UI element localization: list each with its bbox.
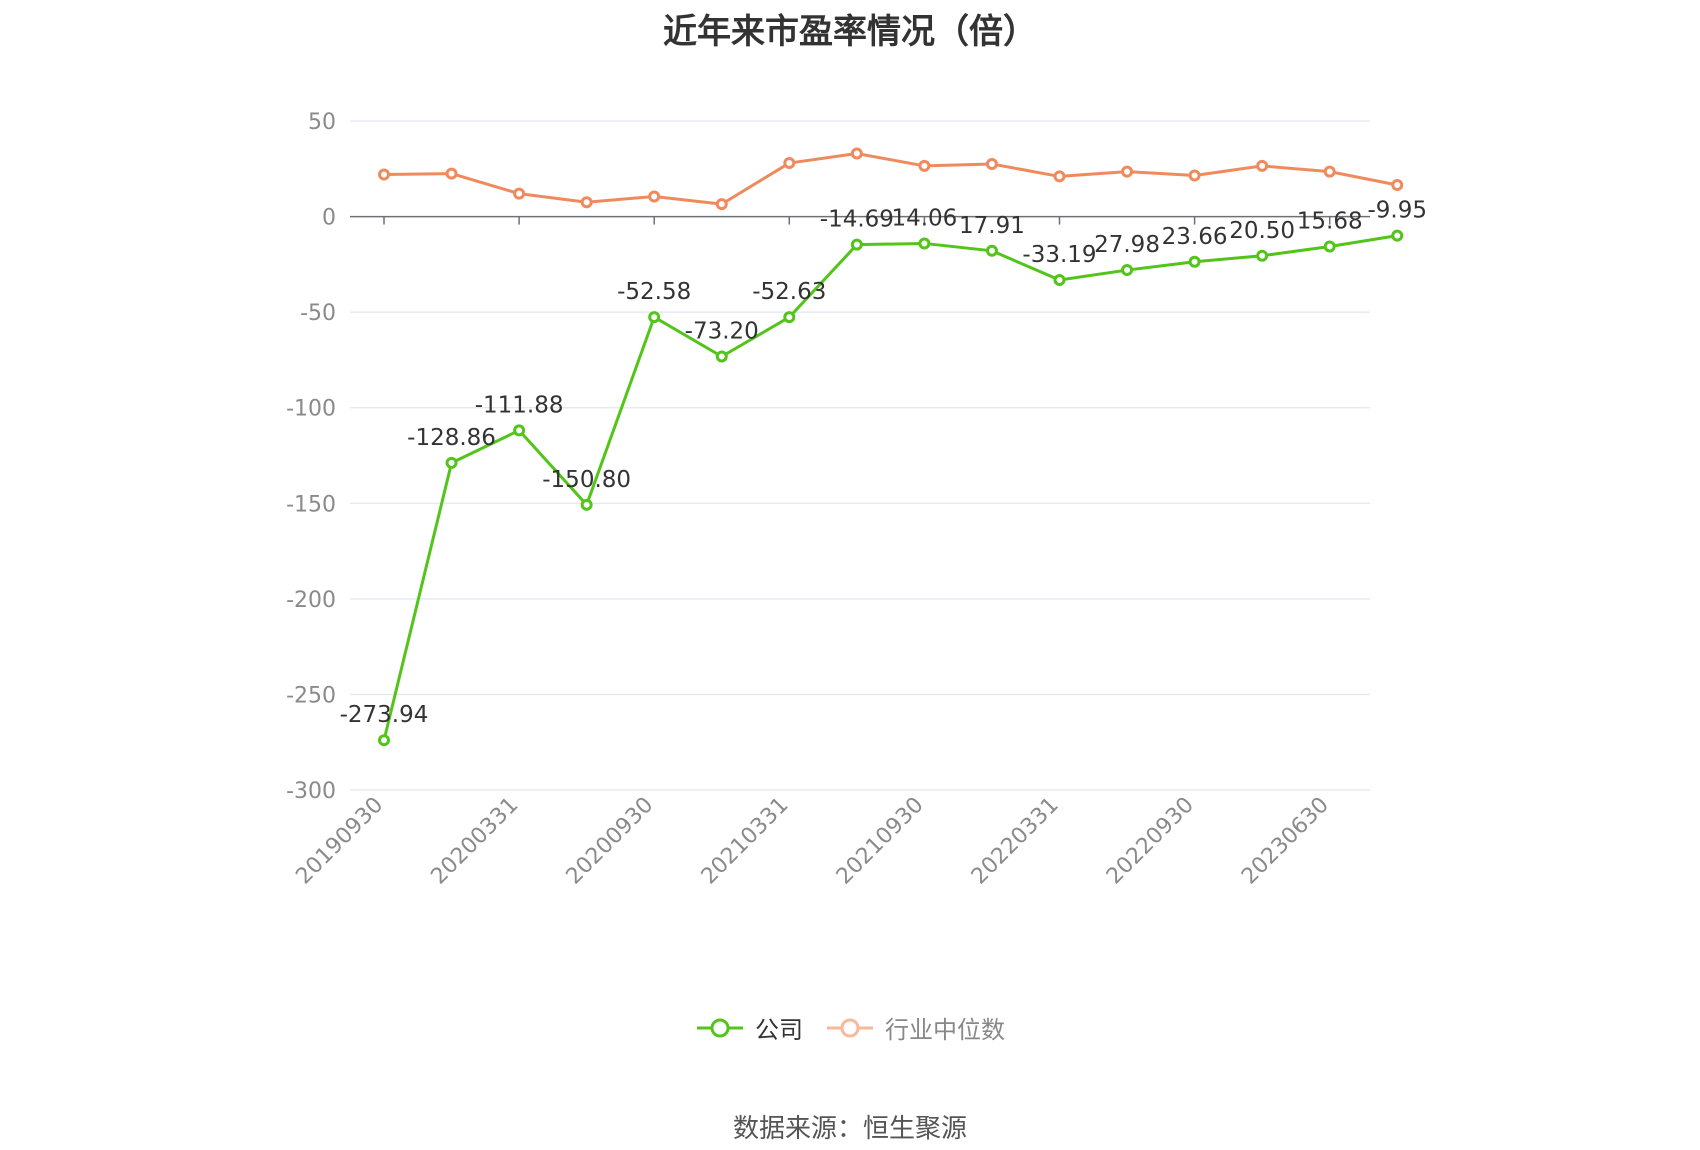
- x-tick-label: 20220331: [967, 793, 1064, 890]
- data-point-company: [715, 350, 728, 363]
- data-label: -52.58: [617, 279, 691, 305]
- data-point-industry: [1391, 179, 1404, 192]
- data-label: -128.86: [407, 425, 496, 451]
- y-tick-label: -300: [286, 779, 336, 804]
- data-point-industry: [1053, 170, 1066, 183]
- data-source-note: 数据来源：恒生聚源: [732, 1114, 967, 1144]
- data-label: -9.95: [1367, 198, 1427, 224]
- data-label: -150.80: [542, 467, 631, 493]
- x-tick-label: 20200930: [562, 793, 659, 890]
- data-label: 27.98: [1094, 232, 1160, 258]
- series-line-industry: [383, 151, 1398, 206]
- data-point-industry: [1256, 159, 1269, 172]
- series-line-company: [382, 234, 1398, 741]
- data-point-industry: [918, 159, 931, 172]
- data-point-company: [378, 734, 390, 747]
- legend-label-company: 公司: [755, 1016, 803, 1044]
- data-point-industry: [850, 147, 863, 160]
- x-tick-label: 20220930: [1102, 793, 1199, 890]
- data-point-industry: [1121, 165, 1134, 178]
- x-tick-label: 20210930: [832, 793, 929, 890]
- data-label: -33.19: [1022, 242, 1096, 268]
- x-tick-label: 20190930: [291, 793, 388, 890]
- data-point-company: [1188, 255, 1201, 268]
- data-point-industry: [783, 157, 796, 170]
- data-point-company: [445, 456, 458, 469]
- y-tick-label: -150: [286, 492, 336, 517]
- data-point-industry: [445, 167, 458, 180]
- data-point-company: [850, 238, 863, 251]
- legend-label-industry: 行业中位数: [885, 1016, 1005, 1044]
- series-layer: [378, 147, 1404, 747]
- data-point-industry: [513, 187, 526, 200]
- data-label: 23.66: [1162, 224, 1228, 250]
- y-tick-label: 0: [322, 206, 336, 231]
- data-label: -111.88: [475, 392, 564, 418]
- legend-item-company[interactable]: 公司: [695, 1010, 803, 1045]
- x-tick-label: 20230630: [1237, 793, 1334, 890]
- data-point-company: [1391, 229, 1404, 242]
- grid-layer: [350, 120, 1370, 791]
- data-point-company: [918, 237, 931, 250]
- x-tick-label: 20210331: [697, 793, 794, 890]
- y-tick-label: -200: [286, 588, 336, 613]
- data-point-industry: [1323, 165, 1336, 178]
- data-point-industry: [378, 168, 390, 181]
- data-label: 14.06: [891, 205, 957, 231]
- data-point-company: [985, 244, 998, 257]
- data-point-company: [513, 424, 526, 437]
- data-point-company: [580, 498, 593, 511]
- data-point-company: [1121, 264, 1134, 277]
- data-point-company: [783, 311, 796, 324]
- data-point-company: [1256, 249, 1269, 262]
- chart-title: 近年来市盈率情况（倍）: [663, 12, 1037, 52]
- data-point-industry: [648, 190, 661, 203]
- legend-item-industry[interactable]: 行业中位数: [825, 1010, 1005, 1045]
- y-tick-label: -250: [286, 683, 336, 708]
- legend-line-circle-icon: [697, 1018, 743, 1037]
- data-label: 20.50: [1229, 218, 1295, 244]
- y-tick-label: -50: [300, 301, 336, 326]
- data-label: 15.68: [1297, 209, 1363, 235]
- x-tick-label: 20200331: [426, 793, 523, 890]
- legend-line-circle-icon: [827, 1018, 873, 1037]
- data-label: 17.91: [959, 213, 1025, 239]
- data-point-company: [1323, 240, 1336, 253]
- legend: 公司 行业中位数: [0, 1010, 1700, 1045]
- data-label: -73.20: [685, 318, 759, 344]
- data-point-company: [648, 311, 661, 324]
- data-label: -14.69: [820, 207, 894, 233]
- data-point-industry: [1188, 169, 1201, 182]
- data-label: -273.94: [340, 702, 429, 728]
- data-point-company: [1053, 274, 1066, 287]
- data-label-layer: -273.94 -128.86 -111.88 -150.80 -52.58 -73.20…: [340, 198, 1427, 729]
- y-tick-label: -100: [286, 397, 336, 422]
- data-label: -52.63: [752, 279, 826, 305]
- data-point-industry: [985, 158, 998, 171]
- data-point-industry: [580, 196, 593, 209]
- data-point-industry: [715, 198, 728, 211]
- y-tick-label: 50: [308, 110, 336, 135]
